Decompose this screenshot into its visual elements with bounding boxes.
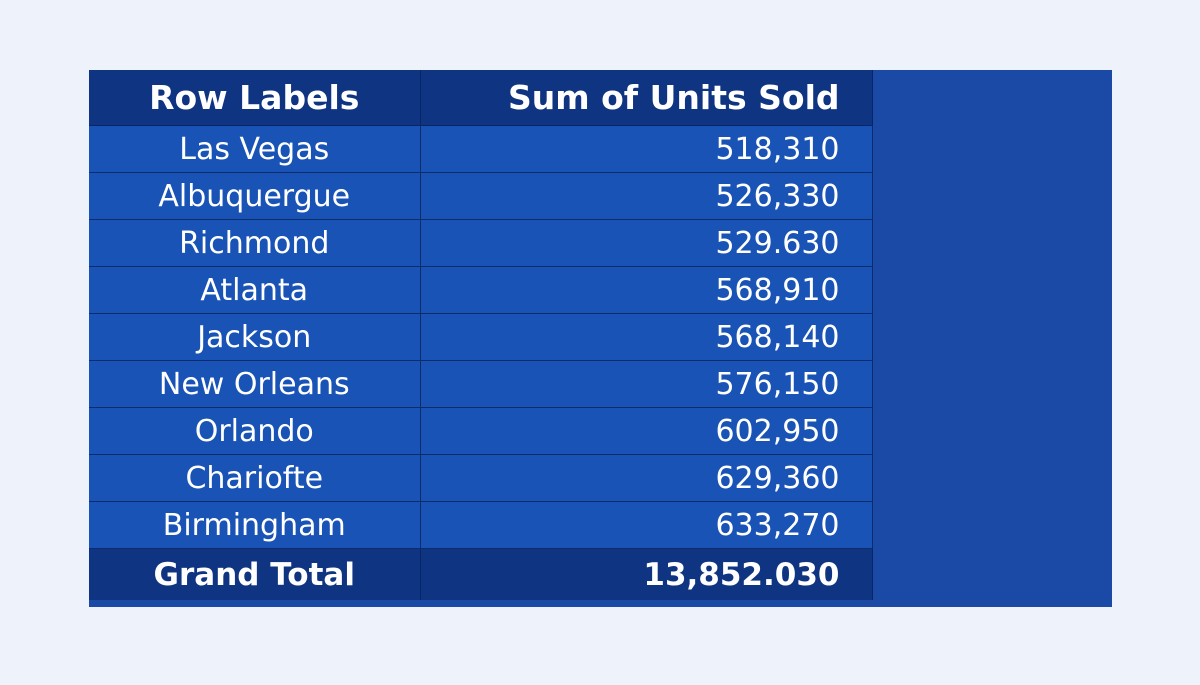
row-label-cell[interactable]: Orlando	[89, 407, 421, 455]
units-sold-cell[interactable]: 633,270	[420, 501, 873, 549]
table-row[interactable]: Birmingham 633,270	[89, 501, 873, 549]
units-sold-cell[interactable]: 518,310	[420, 125, 873, 173]
table-row[interactable]: Atlanta 568,910	[89, 266, 873, 314]
row-label-cell[interactable]: Atlanta	[89, 266, 421, 314]
grand-total-label[interactable]: Grand Total	[89, 548, 421, 600]
row-label-cell[interactable]: Chariofte	[89, 454, 421, 502]
pivot-table-body: Las Vegas 518,310 Albuquergue 526,330 Ri…	[89, 125, 873, 549]
pivot-table: Row Labels Sum of Units Sold Las Vegas 5…	[89, 70, 873, 600]
pivot-table-footer: Grand Total 13,852.030	[89, 548, 873, 600]
row-label-cell[interactable]: Albuquergue	[89, 172, 421, 220]
units-sold-cell[interactable]: 526,330	[420, 172, 873, 220]
table-row[interactable]: Jackson 568,140	[89, 313, 873, 361]
row-label-cell[interactable]: Birmingham	[89, 501, 421, 549]
units-sold-cell[interactable]: 629,360	[420, 454, 873, 502]
row-label-cell[interactable]: Richmond	[89, 219, 421, 267]
table-row[interactable]: Albuquergue 526,330	[89, 172, 873, 220]
grand-total-value[interactable]: 13,852.030	[420, 548, 873, 600]
row-label-cell[interactable]: Las Vegas	[89, 125, 421, 173]
row-label-cell[interactable]: Jackson	[89, 313, 421, 361]
units-sold-cell[interactable]: 568,910	[420, 266, 873, 314]
pivot-table-header: Row Labels Sum of Units Sold	[89, 70, 873, 126]
sum-of-units-sold-header[interactable]: Sum of Units Sold	[420, 70, 873, 126]
table-row[interactable]: Chariofte 629,360	[89, 454, 873, 502]
units-sold-cell[interactable]: 576,150	[420, 360, 873, 408]
header-row: Row Labels Sum of Units Sold	[89, 70, 873, 126]
units-sold-cell[interactable]: 568,140	[420, 313, 873, 361]
units-sold-cell[interactable]: 602,950	[420, 407, 873, 455]
units-sold-cell[interactable]: 529.630	[420, 219, 873, 267]
row-label-cell[interactable]: New Orleans	[89, 360, 421, 408]
table-row[interactable]: New Orleans 576,150	[89, 360, 873, 408]
table-row[interactable]: Las Vegas 518,310	[89, 125, 873, 173]
grand-total-row[interactable]: Grand Total 13,852.030	[89, 548, 873, 600]
table-row[interactable]: Orlando 602,950	[89, 407, 873, 455]
table-row[interactable]: Richmond 529.630	[89, 219, 873, 267]
row-labels-header[interactable]: Row Labels	[89, 70, 421, 126]
